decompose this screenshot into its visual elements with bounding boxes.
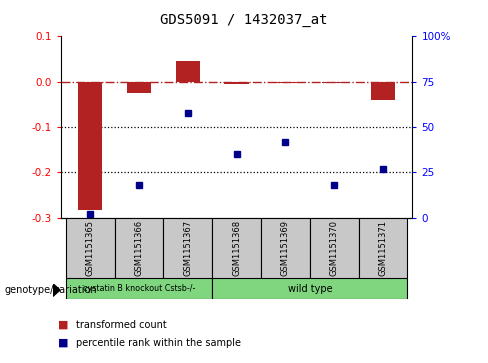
Text: genotype/variation: genotype/variation bbox=[5, 285, 98, 295]
Bar bbox=[212, 278, 407, 299]
Text: wild type: wild type bbox=[287, 284, 332, 294]
Bar bbox=[359, 218, 407, 278]
Text: GSM1151365: GSM1151365 bbox=[86, 220, 95, 276]
Bar bbox=[261, 218, 310, 278]
Text: transformed count: transformed count bbox=[76, 320, 166, 330]
Text: percentile rank within the sample: percentile rank within the sample bbox=[76, 338, 241, 348]
Bar bbox=[212, 218, 261, 278]
Text: ■: ■ bbox=[58, 320, 69, 330]
Bar bbox=[224, 82, 249, 84]
Text: GSM1151367: GSM1151367 bbox=[183, 220, 192, 276]
Text: GSM1151368: GSM1151368 bbox=[232, 220, 241, 276]
Bar bbox=[115, 218, 163, 278]
Bar bbox=[310, 218, 359, 278]
Polygon shape bbox=[53, 284, 60, 297]
Text: GSM1151369: GSM1151369 bbox=[281, 220, 290, 276]
Text: ■: ■ bbox=[58, 338, 69, 348]
Bar bbox=[127, 82, 151, 93]
Bar bbox=[371, 82, 395, 100]
Bar bbox=[176, 61, 200, 82]
Text: cystatin B knockout Cstsb-/-: cystatin B knockout Cstsb-/- bbox=[83, 284, 195, 293]
Bar bbox=[273, 82, 298, 83]
Text: GSM1151370: GSM1151370 bbox=[330, 220, 339, 276]
Bar bbox=[322, 82, 346, 83]
Text: GSM1151366: GSM1151366 bbox=[135, 220, 143, 276]
Bar bbox=[163, 218, 212, 278]
Bar bbox=[66, 278, 212, 299]
Text: GSM1151371: GSM1151371 bbox=[379, 220, 387, 276]
Text: GDS5091 / 1432037_at: GDS5091 / 1432037_at bbox=[160, 13, 328, 27]
Bar bbox=[66, 218, 115, 278]
Bar bbox=[78, 82, 102, 209]
